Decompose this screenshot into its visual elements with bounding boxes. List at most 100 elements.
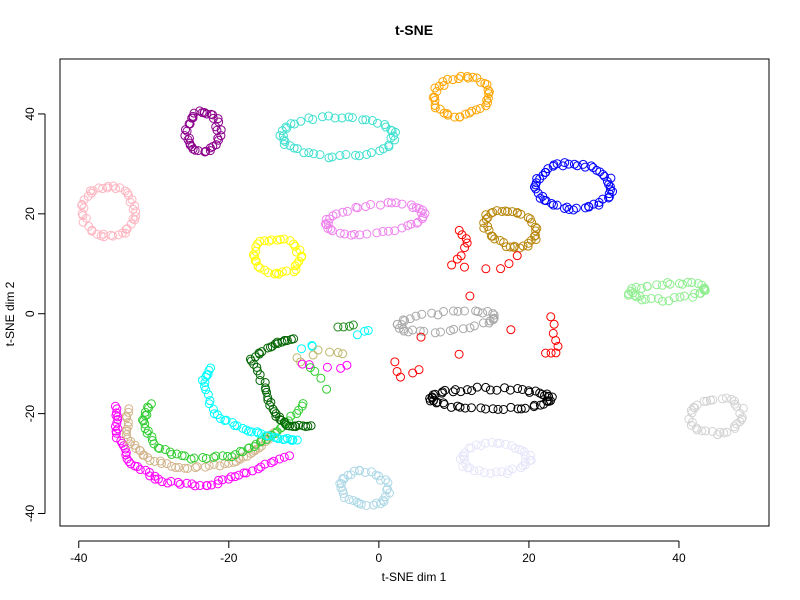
point-cluster-lavender [520, 450, 530, 460]
point-cluster-blue [604, 189, 614, 199]
point-cluster-lightgreen [640, 294, 650, 304]
point-cluster-lavender [525, 455, 535, 465]
point-cluster-black [462, 385, 472, 395]
point-cluster-turquoise [289, 143, 299, 153]
point-cluster-lightgreen [637, 295, 647, 305]
point-cluster-black [466, 403, 476, 413]
point-cluster-pink [86, 188, 96, 198]
series-cluster-red [390, 225, 563, 382]
point-cluster-green [218, 451, 228, 461]
point-cluster-purple [208, 110, 218, 120]
point-cluster-cyan [200, 378, 210, 388]
point-cluster-green [167, 449, 177, 459]
point-cluster-gray [469, 321, 479, 331]
point-cluster-lavender [507, 441, 517, 451]
chart-title: t-SNE [395, 22, 433, 38]
point-cluster-blue [568, 205, 578, 215]
point-cluster-lightgreen [699, 285, 709, 295]
point-cluster-tan-sparse [296, 357, 306, 367]
point-cluster-blue [589, 199, 599, 209]
point-cluster-red [551, 335, 561, 345]
point-cluster-cyan [232, 421, 242, 431]
point-cluster-magenta [110, 401, 120, 411]
point-cluster-lightgreen [657, 296, 667, 306]
point-cluster-tan [162, 459, 172, 469]
point-cluster-black [543, 391, 553, 401]
point-cluster-tan [150, 456, 160, 466]
point-cluster-turquoise [358, 115, 368, 125]
point-cluster-goldenrod [527, 218, 537, 228]
point-cluster-tan [180, 463, 190, 473]
point-cluster-pink [120, 186, 130, 196]
point-cluster-green-sparse [339, 322, 349, 332]
point-cluster-turquoise [330, 113, 340, 123]
point-cluster-violet [386, 198, 396, 208]
point-cluster-gray [430, 328, 440, 338]
point-cluster-red [481, 264, 491, 274]
point-cluster-black [516, 404, 526, 414]
point-cluster-turquoise [362, 149, 372, 159]
y-axis: -40 -20 0 20 40 [23, 107, 46, 522]
point-cluster-red [512, 251, 522, 261]
point-cluster-tan [239, 452, 249, 462]
point-cluster-violet [362, 229, 372, 239]
series-cluster-lime-sparse [305, 363, 332, 394]
point-cluster-blue [531, 184, 541, 194]
point-cluster-pink [125, 197, 135, 207]
point-cluster-violet [321, 219, 331, 229]
point-cluster-lightblue [379, 497, 389, 507]
x-tick-label: -40 [70, 551, 88, 565]
point-cluster-blue [598, 169, 608, 179]
point-cluster-red [496, 264, 506, 274]
point-cluster-darkgreen [255, 375, 265, 385]
point-cluster-purple [184, 133, 194, 143]
point-cluster-red [414, 365, 424, 375]
point-cluster-pink [130, 215, 140, 225]
point-cluster-black [493, 404, 503, 414]
point-cluster-lime-sparse [316, 373, 326, 383]
point-cluster-black [476, 403, 486, 413]
point-cluster-violet [338, 207, 348, 217]
point-cluster-turquoise [308, 115, 318, 125]
series-cluster-lightblue [335, 465, 395, 510]
point-cluster-goldenrod [483, 221, 493, 231]
point-cluster-blue [532, 174, 542, 184]
point-cluster-violet [366, 199, 376, 209]
point-cluster-lavender [460, 448, 470, 458]
point-cluster-red [551, 348, 561, 358]
point-cluster-lavender [476, 441, 486, 451]
point-cluster-orange [443, 74, 453, 84]
series-cluster-gray [392, 306, 499, 338]
point-cluster-cyan [256, 429, 266, 439]
series-cluster-purple [180, 106, 226, 157]
point-cluster-tan [156, 458, 166, 468]
point-cluster-lightgreen [642, 281, 652, 291]
series-cluster-green-sparse [333, 320, 358, 332]
point-cluster-orange [450, 112, 460, 122]
point-cluster-blue [541, 196, 551, 206]
point-cluster-cyan [253, 428, 263, 438]
point-cluster-lightgreen [683, 277, 693, 287]
point-cluster-green [298, 399, 308, 409]
point-cluster-red [553, 341, 563, 351]
point-cluster-red [541, 348, 551, 358]
point-cluster-green-sparse [348, 320, 358, 330]
point-cluster-yellow [291, 265, 301, 275]
point-cluster-violet [397, 223, 407, 233]
point-cluster-lightblue [344, 494, 354, 504]
point-cluster-green [177, 451, 187, 461]
point-cluster-goldenrod [510, 241, 520, 251]
point-cluster-gray [415, 326, 425, 336]
point-cluster-violet [342, 206, 352, 216]
point-cluster-cyan [203, 390, 213, 400]
point-cluster-tan [138, 450, 148, 460]
point-cluster-orange [456, 71, 466, 81]
point-cluster-blue [531, 180, 541, 190]
point-cluster-cyan [246, 427, 256, 437]
point-cluster-turquoise [296, 116, 306, 126]
series-cluster-yellow [248, 234, 307, 279]
point-cluster-lightblue [339, 493, 349, 503]
series-cluster-orange [428, 71, 494, 122]
point-cluster-cyan [197, 375, 207, 385]
point-cluster-red [506, 325, 516, 335]
